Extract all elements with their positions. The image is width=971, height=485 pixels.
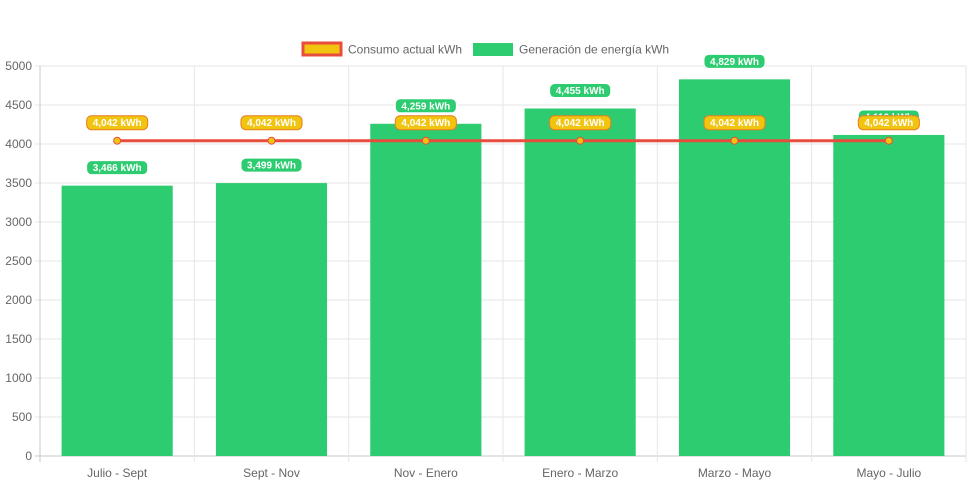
bar-data-label: 3,499 kWh (247, 161, 296, 172)
line-data-label: 4,042 kWh (556, 118, 605, 129)
y-tick-label: 2500 (5, 254, 32, 268)
bar[interactable] (678, 79, 791, 456)
grid-lines (35, 65, 967, 462)
line-data-label-bg (394, 115, 457, 131)
line-data-label-bg (857, 115, 920, 131)
y-tick-label: 1500 (5, 332, 32, 346)
y-tick-label: 4500 (5, 98, 32, 112)
y-tick-label: 500 (12, 410, 32, 424)
line-data-label: 4,042 kWh (710, 118, 759, 129)
bar-data-label-bg (86, 160, 149, 176)
bar-data-label: 4,455 kWh (556, 86, 605, 97)
bar[interactable] (61, 185, 173, 457)
bar-data-label-bg (549, 83, 612, 99)
line-data-label-bg (549, 115, 612, 131)
x-axis: Julio - Sept Sept - Nov Nov - Enero Enero -… (87, 466, 921, 480)
bar-data-label-bg (394, 98, 457, 114)
line-data-label-bg (86, 115, 149, 131)
line-point[interactable] (421, 136, 430, 145)
x-tick-label: Nov - Enero (394, 466, 458, 480)
y-tick-label: 5000 (5, 59, 32, 73)
line-point[interactable] (884, 136, 893, 145)
y-tick-label: 0 (25, 449, 32, 463)
line-data-label: 4,042 kWh (864, 118, 913, 129)
legend-swatch-generacion[interactable] (473, 43, 513, 56)
line-series (113, 136, 893, 145)
x-tick-label: Marzo - Mayo (698, 466, 772, 480)
line-data-label-bg (703, 115, 766, 131)
y-tick-label: 3000 (5, 215, 32, 229)
y-tick-label: 4000 (5, 137, 32, 151)
bar-data-label: 3,466 kWh (93, 163, 142, 174)
line-data-label-bg (240, 115, 303, 131)
bar-data-label: 4,829 kWh (710, 57, 759, 68)
legend-swatch-consumo[interactable] (301, 41, 343, 57)
x-tick-label: Enero - Marzo (542, 466, 618, 480)
line-point[interactable] (730, 136, 739, 145)
line-point[interactable] (113, 136, 122, 145)
bar[interactable] (370, 123, 482, 456)
bar[interactable] (833, 134, 945, 456)
bar-data-label-bg (703, 53, 766, 69)
bar-data-label: 4,259 kWh (401, 101, 450, 112)
line-data-label: 4,042 kWh (93, 118, 142, 129)
line-point[interactable] (267, 136, 276, 145)
bar[interactable] (524, 108, 636, 456)
legend-label-consumo[interactable]: Consumo actual kWh (348, 43, 462, 57)
legend-label-generacion[interactable]: Generación de energía kWh (519, 43, 669, 57)
bar[interactable] (215, 183, 328, 456)
x-tick-label: Sept - Nov (243, 466, 300, 480)
line-data-label: 4,042 kWh (247, 118, 296, 129)
data-labels: 3,466 kWh 3,499 kWh 4,259 kWh 4,455 kWh 4,82… (86, 53, 920, 176)
y-tick-label: 2000 (5, 293, 32, 307)
bar-data-label-bg (240, 157, 303, 173)
line-point[interactable] (576, 136, 585, 145)
y-axis: 0 500 1000 1500 2000 2500 3000 3500 4000 4500 5000 (5, 59, 32, 463)
legend[interactable]: Consumo actual kWh Generación de energía… (301, 41, 669, 57)
y-tick-label: 1000 (5, 371, 32, 385)
x-tick-label: Mayo - Julio (856, 466, 921, 480)
y-tick-label: 3500 (5, 176, 32, 190)
line-data-label: 4,042 kWh (401, 118, 450, 129)
x-tick-label: Julio - Sept (87, 466, 148, 480)
